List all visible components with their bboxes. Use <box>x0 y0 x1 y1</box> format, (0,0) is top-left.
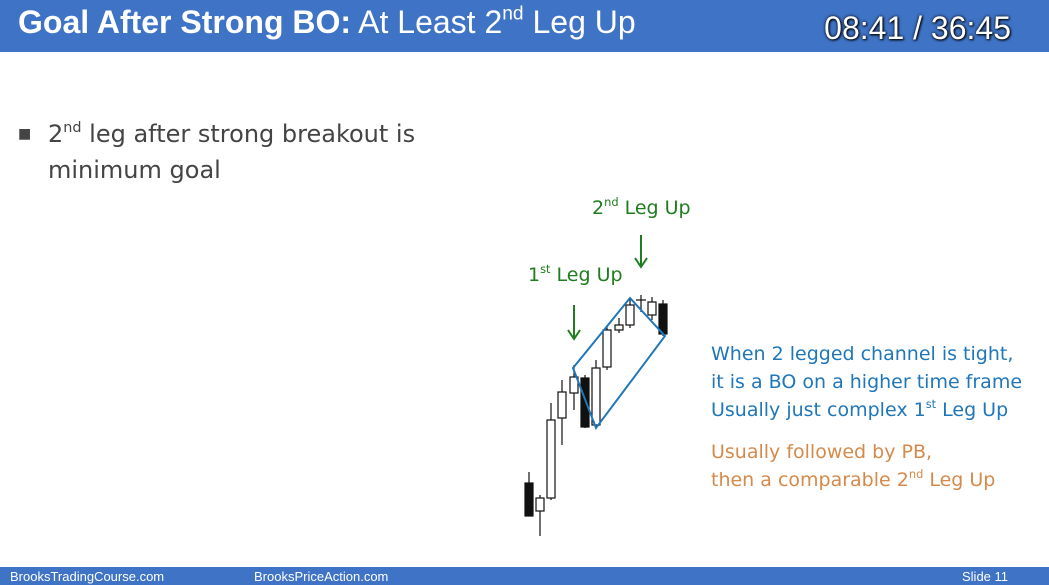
text: leg after strong breakout is minimum goa… <box>48 120 416 184</box>
line: When 2 legged channel is tight, <box>711 343 1014 365</box>
text: Leg Up <box>550 264 623 286</box>
footer-link: BrooksPriceAction.com <box>254 569 389 584</box>
line: then a comparable 2nd Leg Up <box>711 466 995 494</box>
footer-link: BrooksTradingCourse.com <box>10 569 165 584</box>
title-sup: nd <box>502 3 524 25</box>
line: Usually just complex 1st Leg Up <box>711 396 1022 424</box>
text: Usually just complex 1 <box>711 399 926 421</box>
text: 2 <box>592 197 605 219</box>
sup: st <box>925 397 937 412</box>
sup: nd <box>604 195 619 210</box>
video-timer: 08:41 / 36:45 <box>824 10 1011 46</box>
title-text: Leg Up <box>523 4 636 40</box>
line: Usually followed by PB, <box>711 441 933 463</box>
note-orange: Usually followed by PB, then a comparabl… <box>711 438 995 494</box>
text: Leg Up <box>618 197 691 219</box>
arrows <box>567 235 648 341</box>
footer: BrooksTradingCourse.com BrooksPriceActio… <box>0 567 1049 585</box>
leg-label: 1st Leg Up <box>528 262 623 286</box>
leg-label: 2nd Leg Up <box>592 195 691 219</box>
candlestick-diagram <box>524 235 668 536</box>
text: 1 <box>528 264 541 286</box>
bullet-marker: ■ <box>18 126 32 142</box>
text: then a comparable 2 <box>711 469 909 491</box>
title-text: At Least 2 <box>358 4 503 40</box>
text: Leg Up <box>923 469 996 491</box>
sup: st <box>540 262 551 277</box>
text: 2 <box>48 120 64 148</box>
title: Goal After Strong BO: At Least 2nd Leg U… <box>18 4 636 41</box>
header: Goal After Strong BO: At Least 2nd Leg U… <box>0 0 1049 52</box>
line: it is a BO on a higher time frame <box>711 371 1023 393</box>
sup: nd <box>908 467 924 482</box>
title-bold: Goal After Strong BO: <box>18 4 352 40</box>
slide-number: Slide 11 <box>962 569 1009 584</box>
note-blue: When 2 legged channel is tight, it is a … <box>711 340 1022 424</box>
channel <box>571 296 667 431</box>
text: Leg Up <box>936 399 1009 421</box>
bullet-text: 2nd leg after strong breakout is minimum… <box>48 116 468 188</box>
sup: nd <box>63 119 82 136</box>
